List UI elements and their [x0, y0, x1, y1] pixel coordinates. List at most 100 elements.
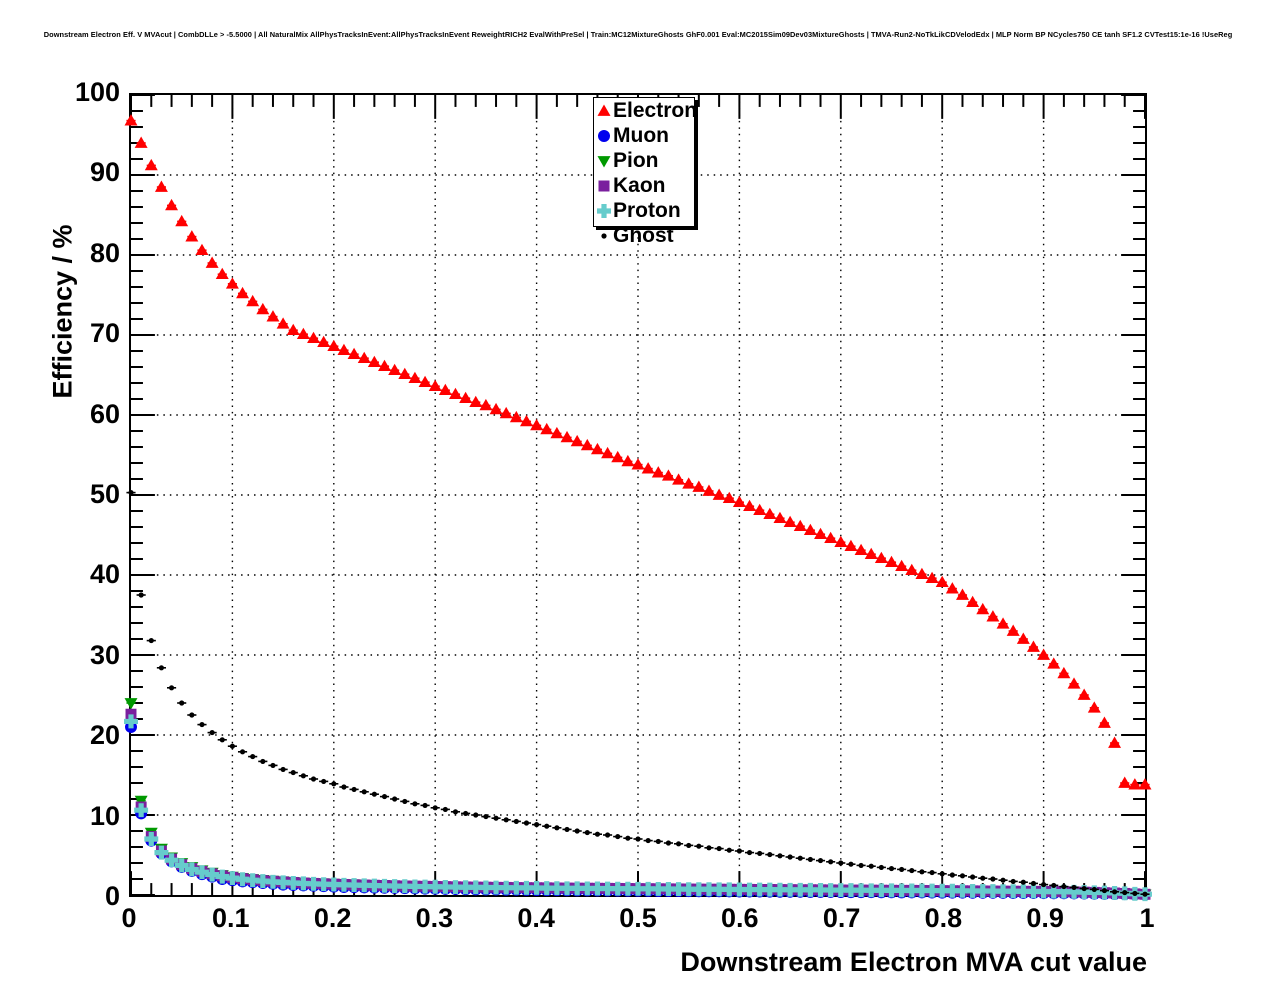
triangle-up-marker	[580, 438, 594, 451]
triangle-up-marker	[347, 347, 361, 360]
triangle-up-marker	[783, 515, 797, 528]
dot-marker	[138, 592, 144, 598]
dot-marker	[239, 749, 246, 755]
triangle-up-marker	[915, 567, 929, 580]
series-electron	[124, 114, 1152, 790]
triangle-up-marker	[692, 480, 706, 492]
dot-marker	[596, 228, 612, 244]
triangle-up-marker	[449, 387, 462, 400]
cross-marker	[174, 858, 189, 873]
cross-marker	[1006, 884, 1021, 899]
cross-marker	[124, 714, 138, 729]
dot-marker	[939, 871, 945, 877]
dot-marker	[534, 822, 540, 828]
triangle-up-marker	[1118, 776, 1132, 788]
dot-marker	[280, 766, 286, 772]
triangle-up-marker	[1057, 666, 1071, 679]
cross-marker	[397, 879, 412, 894]
dot-marker	[604, 832, 611, 838]
legend-entry-proton[interactable]: Proton	[594, 198, 694, 223]
dot-marker	[625, 835, 631, 841]
y-tick-label: 30	[89, 639, 120, 670]
triangle-up-marker	[225, 277, 239, 289]
x-tick-label: 0.8	[924, 903, 963, 933]
x-tick-label: 0	[121, 903, 137, 933]
dot-marker	[1132, 890, 1138, 896]
cross-marker	[245, 873, 260, 888]
dot-marker	[250, 754, 256, 760]
x-tick-label: 0.1	[212, 903, 250, 933]
dot-marker	[1030, 880, 1037, 886]
cross-marker	[1067, 884, 1081, 899]
cross-marker	[894, 883, 909, 898]
legend-label: Electron	[613, 99, 698, 122]
triangle-up-marker	[590, 442, 604, 455]
triangle-up-marker	[743, 499, 757, 512]
triangle-up-marker	[276, 317, 290, 329]
triangle-up-marker	[976, 602, 990, 615]
dot-marker	[128, 490, 134, 496]
triangle-up-marker	[286, 323, 300, 336]
cross-marker	[276, 875, 291, 890]
triangle-up-marker	[712, 488, 726, 500]
cross-marker	[458, 880, 473, 895]
cross-marker	[742, 882, 757, 897]
dot-marker	[422, 802, 428, 808]
cross-marker	[418, 879, 433, 894]
triangle-up-marker	[256, 302, 270, 315]
legend-entry-pion[interactable]: Pion	[594, 148, 694, 173]
triangle-up-marker	[905, 563, 919, 576]
y-tick-label: 90	[89, 157, 120, 188]
triangle-up-marker	[1047, 657, 1061, 669]
legend-entry-electron[interactable]: Electron	[594, 98, 698, 123]
y-tick-label: 80	[89, 237, 120, 268]
legend-entry-ghost[interactable]: Ghost	[594, 223, 694, 248]
cross-marker	[597, 203, 611, 218]
triangle-up-marker	[651, 466, 665, 478]
dot-marker	[209, 730, 215, 736]
dot-marker	[828, 859, 834, 865]
legend-label: Kaon	[613, 174, 666, 197]
triangle-up-marker	[185, 230, 199, 242]
cross-marker	[671, 882, 686, 897]
triangle-up-marker	[246, 294, 260, 307]
triangle-up-marker	[803, 523, 817, 536]
cross-marker	[631, 881, 645, 896]
cross-marker	[975, 884, 990, 898]
cross-marker	[833, 883, 848, 898]
dot-marker	[361, 789, 367, 795]
cross-marker	[519, 880, 534, 895]
triangle-up-marker	[317, 335, 331, 348]
legend-entry-kaon[interactable]: Kaon	[594, 173, 694, 198]
legend-entry-muon[interactable]: Muon	[594, 123, 694, 148]
cross-marker	[732, 882, 747, 897]
cross-marker	[702, 882, 716, 897]
triangle-up-marker	[428, 379, 442, 392]
x-tick-label: 0.7	[822, 903, 861, 933]
triangle-up-marker	[469, 395, 483, 408]
triangle-down-marker	[596, 153, 612, 169]
triangle-up-marker	[144, 158, 158, 171]
cross-marker	[215, 869, 230, 884]
triangle-up-marker	[824, 531, 838, 544]
triangle-up-marker	[753, 503, 767, 516]
triangle-up-marker	[266, 310, 280, 322]
y-tick-label: 100	[74, 77, 120, 107]
dot-marker	[290, 770, 296, 776]
triangle-up-marker	[530, 418, 544, 431]
cross-marker	[823, 883, 838, 898]
cross-marker	[195, 865, 209, 880]
dot-marker	[544, 823, 550, 829]
triangle-up-marker	[1138, 778, 1152, 790]
cross-marker	[793, 882, 808, 897]
cross-marker	[560, 881, 574, 896]
dot-marker	[442, 806, 448, 812]
dot-marker	[675, 841, 682, 847]
dot-marker	[493, 815, 499, 821]
triangle-up-marker	[966, 595, 980, 608]
dot-marker	[817, 858, 824, 864]
dot-marker	[199, 722, 205, 728]
dot-marker	[1061, 884, 1067, 890]
triangle-up-marker	[621, 454, 635, 467]
